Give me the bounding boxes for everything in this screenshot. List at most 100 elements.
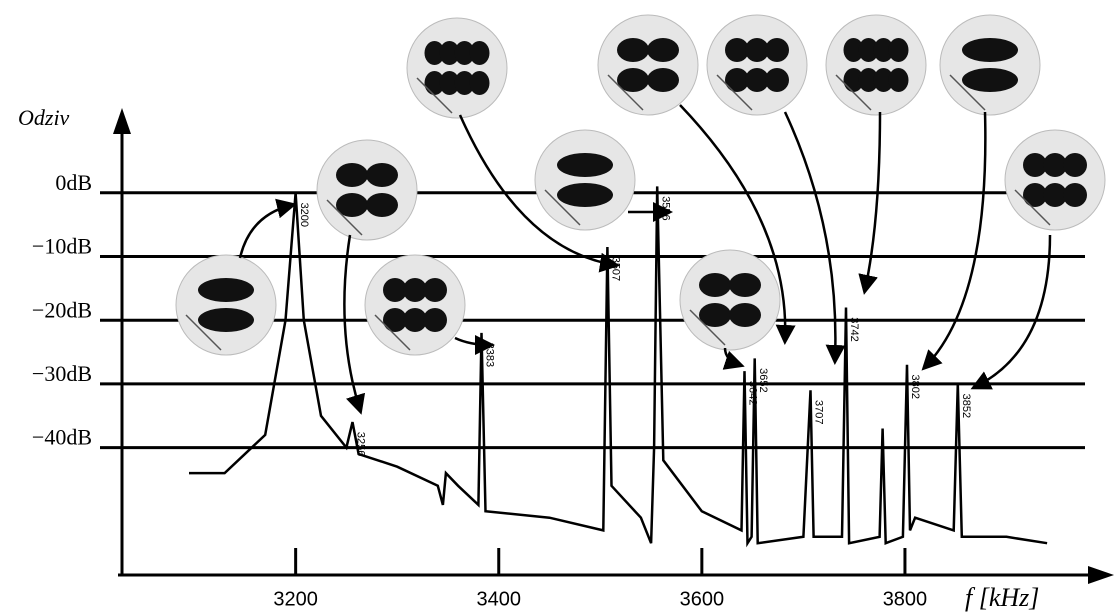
mode-pattern	[939, 14, 1041, 116]
peak-label: 3556	[659, 196, 671, 220]
mode-blob	[439, 41, 460, 65]
mode-blob	[843, 38, 864, 62]
mode-blob	[1063, 183, 1087, 207]
mode-blob	[454, 41, 475, 65]
mode-blob	[424, 41, 445, 65]
y-axis-arrow	[113, 108, 131, 134]
x-axis-arrow	[1088, 566, 1114, 584]
mode-blob	[336, 163, 368, 187]
y-tick-label: −40dB	[32, 425, 92, 450]
mode-blob	[647, 68, 679, 92]
pointer-arrow	[454, 334, 495, 355]
peak-label: 3802	[909, 375, 921, 399]
x-axis-label: f [kHz]	[965, 583, 1039, 612]
mode-blob	[454, 71, 475, 95]
mode-blob	[557, 183, 613, 207]
pointer-arrow	[238, 198, 297, 259]
mode-blob	[198, 278, 254, 302]
mode-blob	[765, 68, 789, 92]
y-axis-label: Odziv	[18, 105, 70, 130]
mode-blob	[366, 163, 398, 187]
mode-blob	[729, 303, 761, 327]
peak-label: 3507	[610, 257, 622, 281]
mode-pattern	[534, 129, 636, 231]
mode-scratch	[607, 74, 644, 111]
mode-blob	[725, 38, 749, 62]
y-tick-label: −10dB	[32, 234, 92, 259]
pointer-arrow	[921, 111, 987, 371]
mode-blob	[699, 303, 731, 327]
mode-pattern	[364, 254, 466, 356]
mode-blob	[617, 38, 649, 62]
mode-blob	[843, 68, 864, 92]
x-tick-label: 3400	[476, 588, 521, 610]
pointer-arrow	[722, 347, 745, 370]
mode-pattern	[1004, 129, 1106, 231]
x-tick-label: 3800	[883, 588, 928, 610]
mode-blob	[888, 68, 909, 92]
peak-label: 3652	[757, 368, 769, 392]
mode-blob	[1023, 153, 1047, 177]
mode-blob	[1043, 153, 1067, 177]
mode-blob	[366, 193, 398, 217]
mode-scratch	[326, 199, 363, 236]
pointer-arrow	[783, 111, 846, 365]
mode-blob	[858, 68, 879, 92]
mode-blob	[858, 38, 879, 62]
x-tick-label: 3200	[273, 588, 318, 610]
pointer-arrow	[858, 111, 882, 295]
mode-blob	[647, 38, 679, 62]
mode-blob	[873, 68, 894, 92]
peak-label: 3383	[484, 343, 496, 367]
mode-blob	[873, 38, 894, 62]
mode-blob	[403, 278, 427, 302]
mode-pattern	[406, 17, 508, 119]
mode-blob	[469, 71, 490, 95]
mode-pattern	[175, 254, 277, 356]
mode-scratch	[1014, 189, 1051, 226]
peak-label: 3707	[813, 400, 825, 424]
mode-blob	[729, 273, 761, 297]
mode-pattern	[825, 14, 927, 116]
peak-label: 3256	[355, 432, 367, 456]
mode-scratch	[374, 314, 411, 351]
mode-blob	[745, 38, 769, 62]
pointer-arrow	[679, 104, 796, 345]
mode-blob	[765, 38, 789, 62]
peak-label: 3642	[747, 381, 759, 405]
mode-blob	[725, 68, 749, 92]
x-tick-label: 3600	[680, 588, 725, 610]
y-tick-label: 0dB	[55, 170, 92, 195]
peak-label: 3852	[960, 394, 972, 418]
mode-blob	[962, 68, 1018, 92]
mode-patterns	[175, 14, 1106, 415]
mode-blob	[439, 71, 460, 95]
mode-blob	[1063, 153, 1087, 177]
mode-blob	[888, 38, 909, 62]
mode-blob	[423, 308, 447, 332]
peak-label: 3742	[848, 317, 860, 341]
mode-scratch	[716, 74, 753, 111]
mode-scratch	[185, 314, 222, 351]
mode-blob	[383, 308, 407, 332]
mode-blob	[1043, 183, 1067, 207]
mode-pattern	[679, 249, 781, 351]
mode-scratch	[949, 74, 986, 111]
mode-scratch	[689, 309, 726, 346]
mode-scratch	[416, 77, 453, 114]
mode-blob	[198, 308, 254, 332]
mode-scratch	[835, 74, 872, 111]
y-tick-label: −30dB	[32, 361, 92, 386]
pointer-arrow	[970, 234, 1052, 390]
mode-pattern	[316, 139, 418, 241]
mode-blob	[423, 278, 447, 302]
mode-blob	[1023, 183, 1047, 207]
mode-blob	[962, 38, 1018, 62]
mode-blob	[745, 68, 769, 92]
pointer-arrow	[343, 234, 366, 415]
mode-blob	[424, 71, 445, 95]
mode-pattern	[706, 14, 808, 116]
mode-blob	[699, 273, 731, 297]
